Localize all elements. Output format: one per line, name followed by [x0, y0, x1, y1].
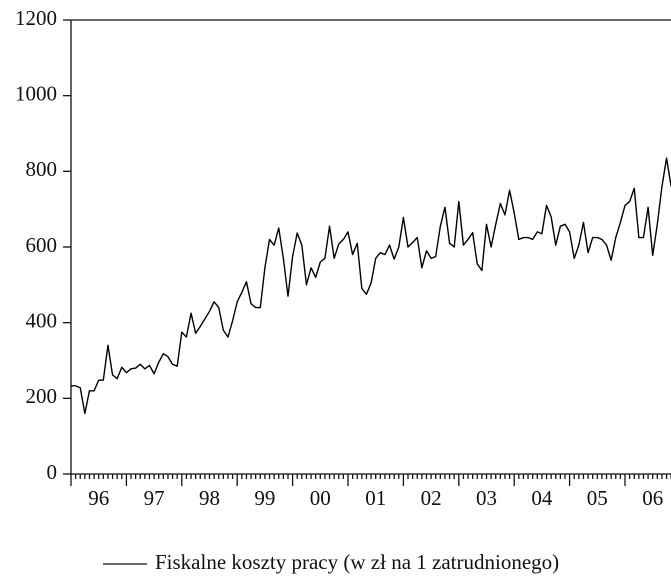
x-tick-label: 04	[531, 486, 553, 510]
y-tick-label: 1000	[15, 81, 57, 105]
x-tick-label: 06	[642, 486, 663, 510]
y-tick-label: 800	[26, 157, 58, 181]
x-tick-label: 00	[310, 486, 331, 510]
x-tick-label: 02	[421, 486, 442, 510]
x-tick-label: 01	[365, 486, 386, 510]
x-tick-label: 98	[199, 486, 220, 510]
x-tick-label: 96	[88, 486, 109, 510]
y-tick-label: 0	[47, 460, 58, 484]
y-tick-label: 400	[26, 308, 58, 332]
legend-label: Fiskalne koszty pracy (w zł na 1 zatrudn…	[155, 550, 559, 574]
y-tick-label: 1200	[15, 6, 57, 30]
x-tick-label: 05	[587, 486, 608, 510]
x-tick-label: 03	[476, 486, 497, 510]
y-tick-label: 200	[26, 384, 58, 408]
x-tick-label: 97	[144, 486, 165, 510]
series-line	[71, 157, 671, 415]
x-tick-label: 99	[254, 486, 275, 510]
y-tick-label: 600	[26, 233, 58, 257]
